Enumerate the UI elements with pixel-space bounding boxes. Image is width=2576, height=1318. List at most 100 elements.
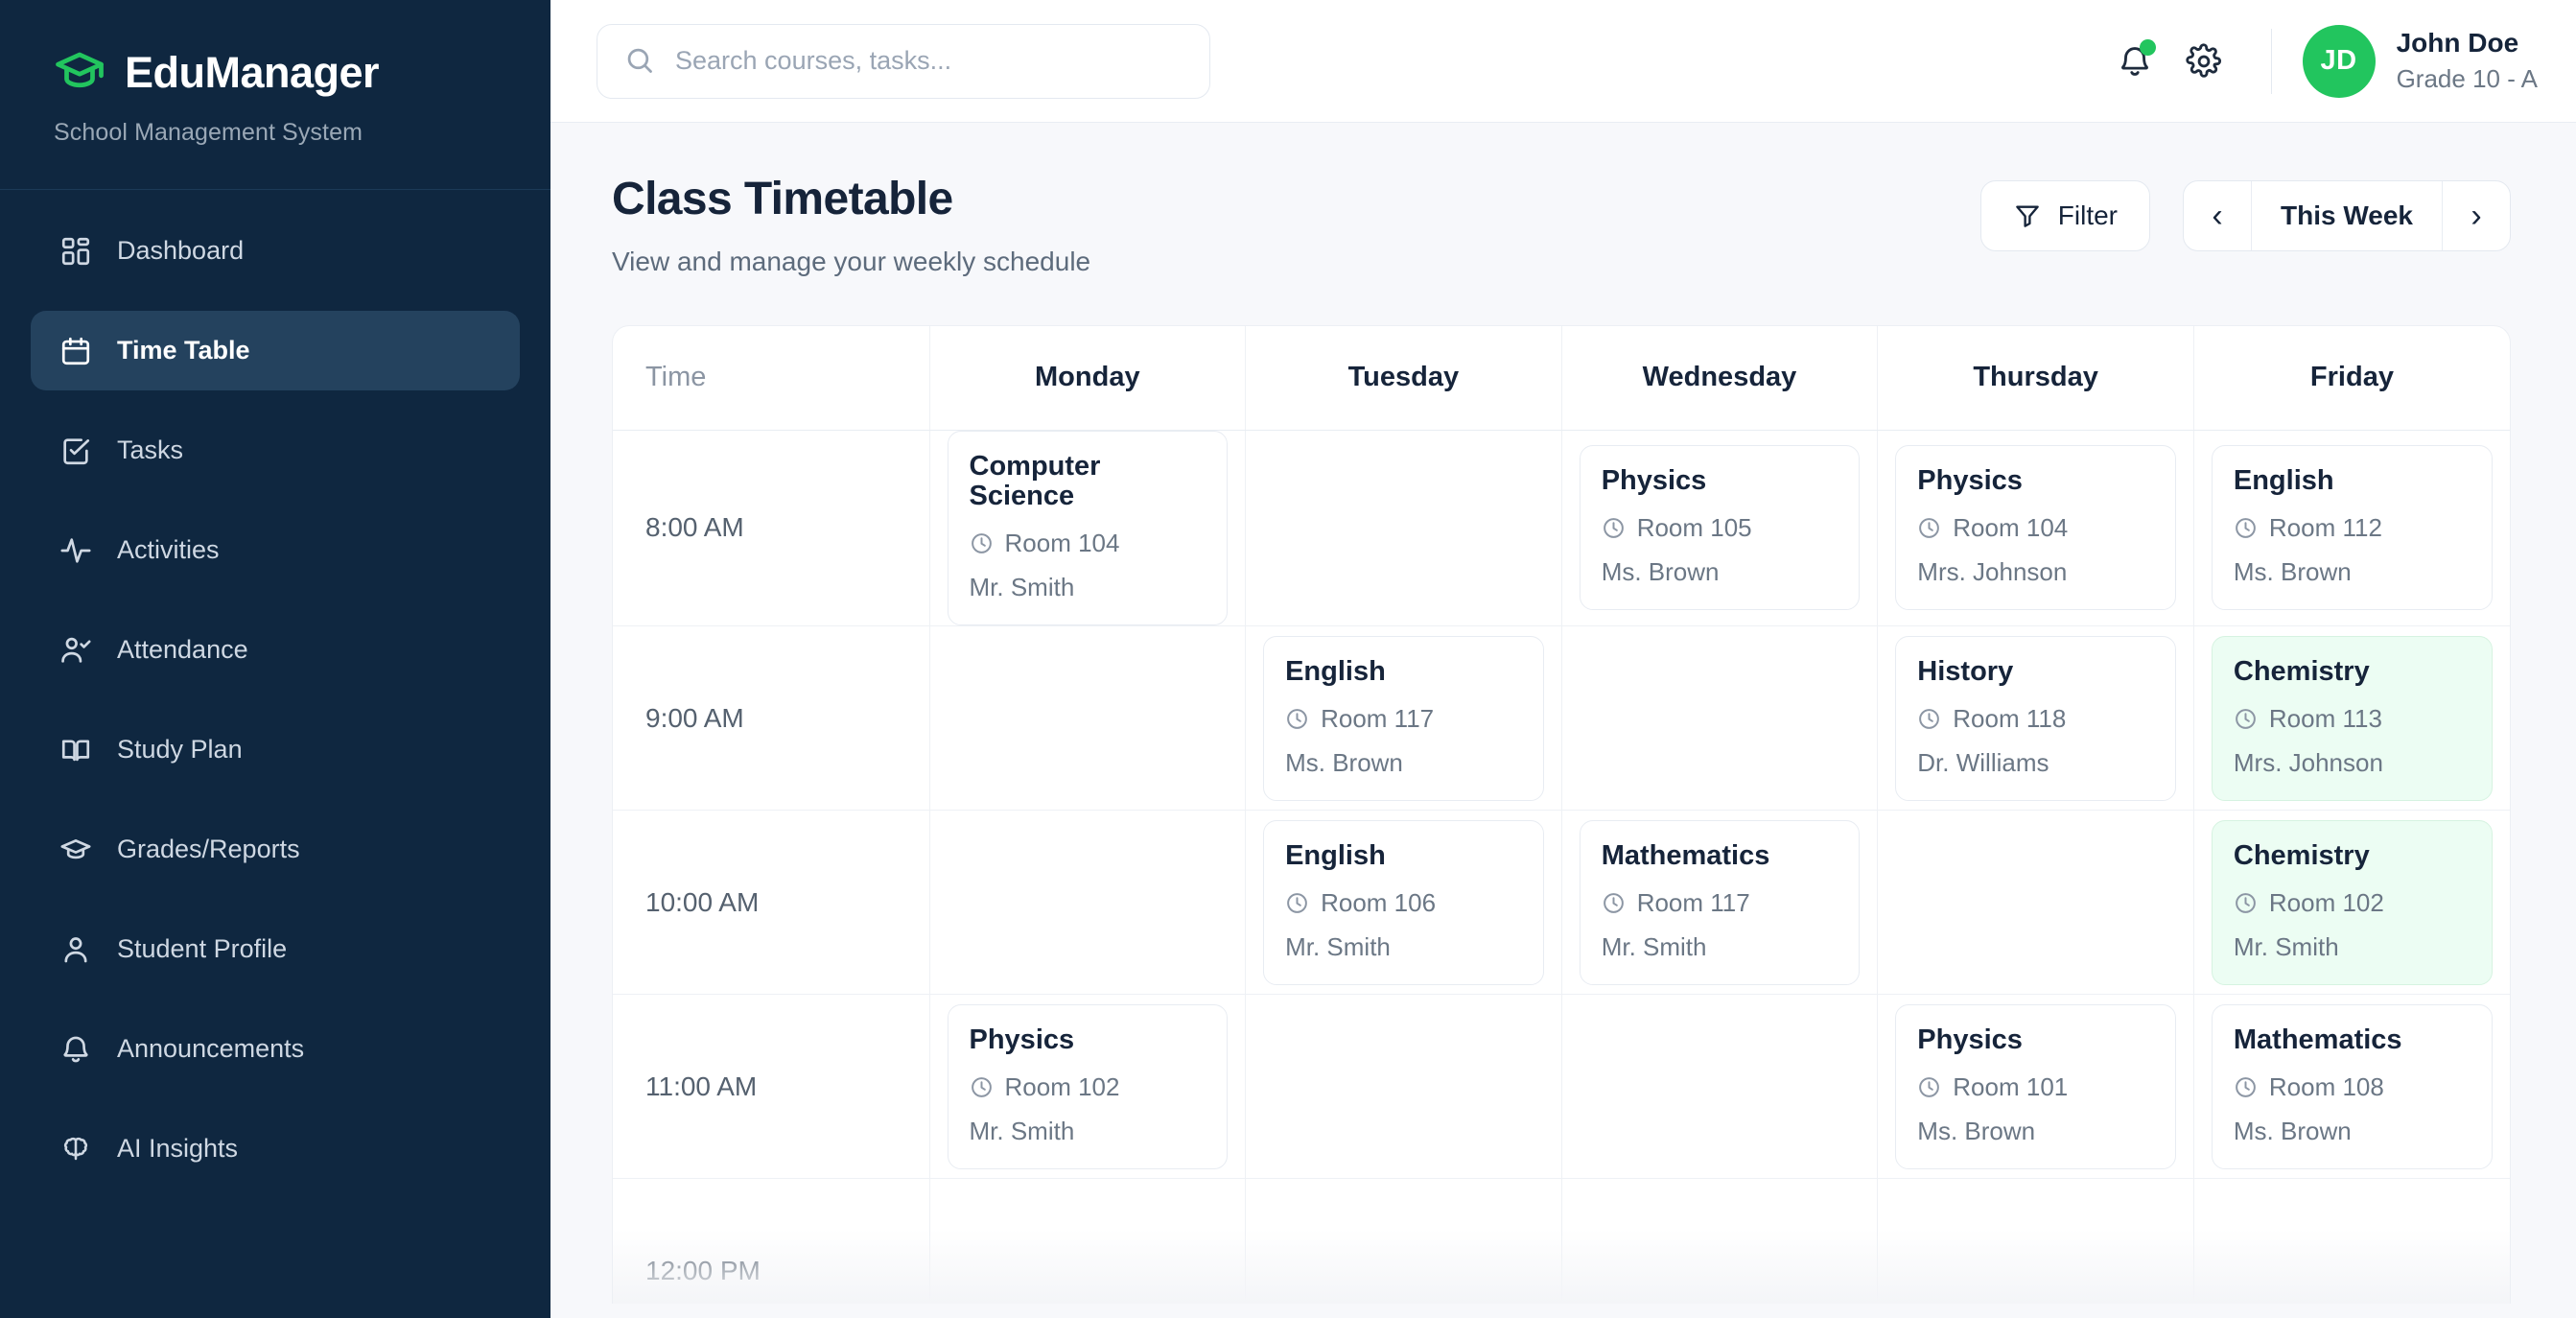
timetable-cell[interactable]: Physics Room 104 Mrs. Johnson — [1877, 430, 2194, 627]
sidebar-item-announcements[interactable]: Announcements — [31, 1009, 520, 1089]
class-card[interactable]: Chemistry Room 113 Mrs. Johnson — [2211, 635, 2493, 801]
page-content: Class Timetable View and manage your wee… — [550, 123, 2576, 1318]
class-room-label: Room 102 — [1004, 1071, 1120, 1101]
filter-button[interactable]: Filter — [1979, 180, 2151, 251]
sidebar-item-attendance[interactable]: Attendance — [31, 610, 520, 690]
brand-subtitle: School Management System — [54, 119, 363, 146]
class-room-label: Room 105 — [1636, 513, 1752, 543]
class-teacher: Ms. Brown — [1917, 1116, 2036, 1145]
class-teacher: Ms. Brown — [2233, 1116, 2352, 1145]
class-card[interactable]: English Room 117 Ms. Brown — [1263, 635, 1544, 801]
bell-icon — [59, 1033, 92, 1066]
timetable-cell-empty — [1245, 430, 1562, 627]
activity-pulse-icon — [59, 534, 92, 567]
class-card[interactable]: English Room 106 Mr. Smith — [1263, 819, 1544, 985]
timetable-row: 11:00 AM Physics Room 102 Mr. Smith Physics R… — [613, 994, 2510, 1180]
clock-icon — [1285, 891, 1309, 915]
previous-week-button[interactable]: ‹ — [2212, 197, 2223, 234]
class-room: Room 108 — [2234, 1072, 2471, 1102]
timetable-row: 9:00 AM English Room 117 Ms. Brown History Ro… — [613, 625, 2510, 812]
class-card[interactable]: Mathematics Room 117 Mr. Smith — [1579, 819, 1861, 985]
column-header-thursday: Thursday — [1877, 326, 2194, 431]
class-subject: Chemistry — [2233, 655, 2370, 687]
user-grade: Grade 10 - A — [2396, 64, 2538, 94]
timetable-cell-empty — [1245, 994, 1562, 1180]
timetable-cell[interactable]: Mathematics Room 108 Ms. Brown — [2192, 994, 2510, 1180]
class-card[interactable]: Chemistry Room 102 Mr. Smith — [2211, 819, 2493, 985]
class-room: Room 104 — [1917, 513, 2154, 543]
user-menu[interactable]: JD John Doe Grade 10 - A — [2302, 24, 2538, 98]
graduation-cap-logo-icon — [54, 46, 105, 98]
timetable-cell-empty — [928, 1178, 1246, 1304]
timetable-cell-empty — [2192, 1178, 2510, 1304]
column-header-tuesday: Tuesday — [1245, 326, 1562, 431]
class-card[interactable]: English Room 112 Ms. Brown — [2211, 445, 2493, 611]
sidebar-item-dashboard[interactable]: Dashboard — [31, 211, 520, 291]
class-card[interactable]: Physics Room 104 Mrs. Johnson — [1895, 445, 2176, 611]
sidebar: EduManager School Management System Dash… — [0, 0, 550, 1318]
class-room: Room 105 — [1602, 513, 1838, 543]
class-card[interactable]: Physics Room 105 Ms. Brown — [1579, 445, 1861, 611]
sidebar-item-time-table[interactable]: Time Table — [31, 311, 520, 390]
class-subject: English — [2233, 465, 2334, 497]
class-card[interactable]: Computer Science Room 104 Mr. Smith — [947, 430, 1229, 626]
timetable-cell-empty — [1877, 1178, 2194, 1304]
class-subject: Physics — [969, 1024, 1075, 1055]
clock-icon — [2234, 891, 2258, 915]
next-week-button[interactable]: › — [2471, 197, 2482, 234]
sidebar-item-label: Student Profile — [117, 934, 288, 963]
clock-icon — [1917, 1075, 1941, 1099]
timetable-cell[interactable]: Computer Science Room 104 Mr. Smith — [928, 430, 1246, 627]
search-input[interactable] — [675, 46, 1183, 76]
class-card[interactable]: Physics Room 101 Ms. Brown — [1895, 1003, 2176, 1169]
filter-funnel-icon — [2015, 205, 2039, 227]
notification-badge-dot — [2139, 38, 2156, 56]
search-box[interactable] — [597, 23, 1210, 99]
page-subtitle: View and manage your weekly schedule — [612, 247, 1091, 276]
timetable-cell[interactable]: Physics Room 105 Ms. Brown — [1560, 430, 1878, 627]
timetable-container: Time Monday Tuesday Wednesday Thursday F… — [612, 325, 2511, 1304]
sidebar-item-activities[interactable]: Activities — [31, 510, 520, 590]
class-room-label: Room 106 — [1321, 887, 1437, 917]
sidebar-item-label: Grades/Reports — [117, 835, 300, 863]
notifications-button[interactable] — [2100, 27, 2169, 96]
settings-button[interactable] — [2169, 27, 2238, 96]
class-card[interactable]: Physics Room 102 Mr. Smith — [947, 1003, 1229, 1169]
class-card[interactable]: History Room 118 Dr. Williams — [1895, 635, 2176, 801]
class-subject: Physics — [1917, 1024, 2023, 1055]
sidebar-item-study-plan[interactable]: Study Plan — [31, 710, 520, 789]
timetable-cell[interactable]: English Room 106 Mr. Smith — [1245, 810, 1562, 996]
class-room: Room 104 — [970, 529, 1206, 558]
class-room-label: Room 117 — [1321, 703, 1435, 733]
class-card[interactable]: Mathematics Room 108 Ms. Brown — [2211, 1003, 2493, 1169]
class-room-label: Room 104 — [1953, 513, 2069, 543]
clock-icon — [2234, 1075, 2258, 1099]
timetable-cell[interactable]: History Room 118 Dr. Williams — [1877, 625, 2194, 812]
timetable-cell[interactable]: Mathematics Room 117 Mr. Smith — [1560, 810, 1878, 996]
sidebar-item-student-profile[interactable]: Student Profile — [31, 909, 520, 989]
timetable: Time Monday Tuesday Wednesday Thursday F… — [613, 326, 2510, 1304]
sidebar-item-tasks[interactable]: Tasks — [31, 411, 520, 490]
timetable-cell[interactable]: English Room 112 Ms. Brown — [2192, 430, 2510, 627]
sidebar-item-label: Attendance — [117, 635, 248, 664]
sidebar-item-label: Study Plan — [117, 735, 243, 764]
class-teacher: Mr. Smith — [969, 1116, 1075, 1145]
timetable-cell-empty — [928, 625, 1246, 812]
sidebar-item-grades-reports[interactable]: Grades/Reports — [31, 810, 520, 889]
timetable-cell[interactable]: Chemistry Room 113 Mrs. Johnson — [2192, 625, 2510, 812]
class-teacher: Mr. Smith — [1601, 931, 1707, 961]
sidebar-item-ai-insights[interactable]: AI Insights — [31, 1109, 520, 1189]
timetable-cell[interactable]: English Room 117 Ms. Brown — [1245, 625, 1562, 812]
week-navigation: ‹ This Week › — [2183, 180, 2511, 251]
class-teacher: Mr. Smith — [1285, 931, 1391, 961]
clock-icon — [1917, 707, 1941, 731]
column-header-wednesday: Wednesday — [1560, 326, 1878, 431]
timetable-row: 8:00 AM Computer Science Room 104 Mr. Smith… — [613, 430, 2510, 627]
brain-icon — [59, 1133, 92, 1165]
timetable-cell[interactable]: Physics Room 101 Ms. Brown — [1877, 994, 2194, 1180]
timetable-cell[interactable]: Physics Room 102 Mr. Smith — [928, 994, 1246, 1180]
timetable-cell-empty — [928, 810, 1246, 996]
timetable-cell[interactable]: Chemistry Room 102 Mr. Smith — [2192, 810, 2510, 996]
current-week-label[interactable]: This Week — [2251, 181, 2443, 250]
class-teacher: Mr. Smith — [969, 573, 1075, 602]
